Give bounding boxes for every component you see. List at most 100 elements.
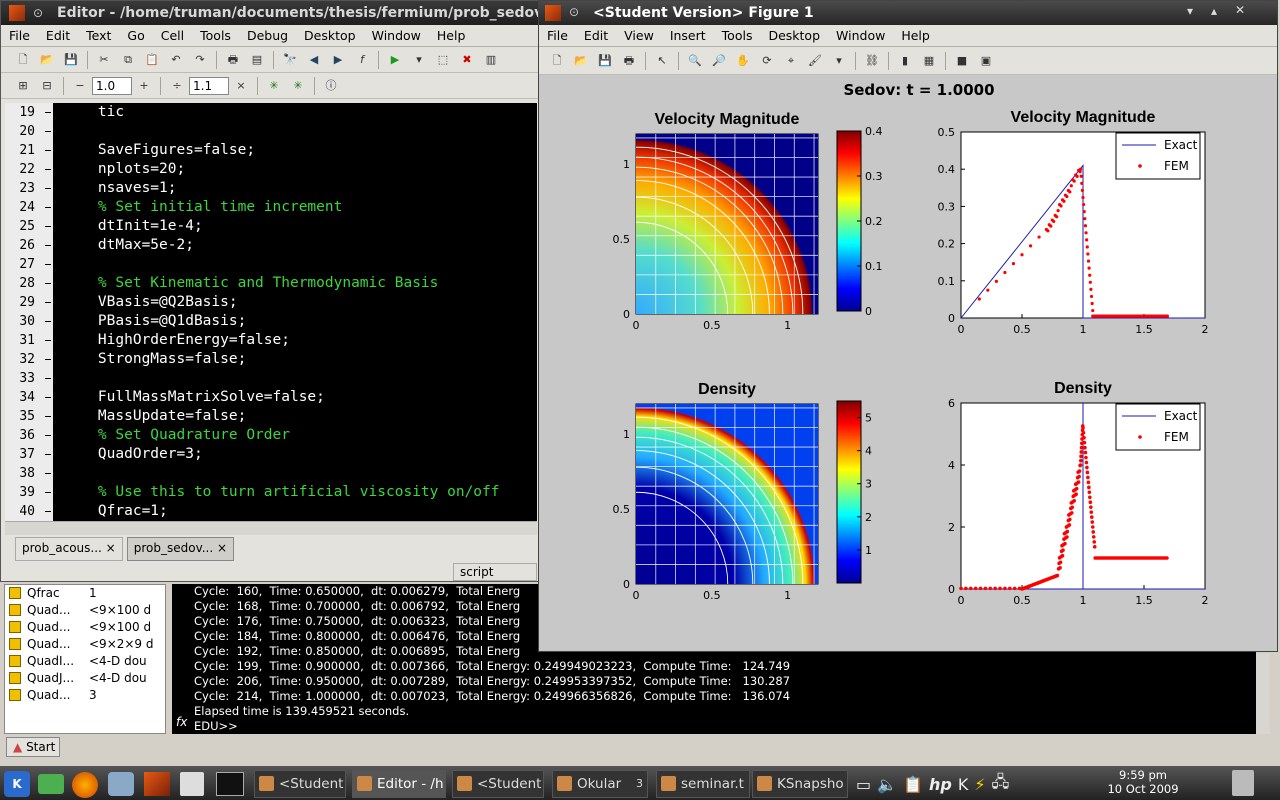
line-marker[interactable]: [45, 378, 51, 379]
save-icon[interactable]: 💾: [64, 52, 78, 66]
workspace-row[interactable]: Quad... <9×100 d: [5, 602, 165, 619]
legend[interactable]: Exact FEM: [1115, 403, 1201, 451]
mail-icon[interactable]: [108, 772, 134, 796]
editor-menu-window[interactable]: Window: [371, 28, 421, 43]
zoom-out-icon[interactable]: 🔎: [712, 53, 726, 67]
new-file-icon[interactable]: 🗋: [18, 52, 28, 66]
console-vscroll[interactable]: [1256, 654, 1270, 734]
line-marker[interactable]: [45, 245, 51, 246]
figure-menu-help[interactable]: Help: [901, 28, 930, 43]
figure-menu-edit[interactable]: Edit: [583, 28, 609, 43]
print-icon[interactable]: 🖶: [623, 53, 635, 67]
brush-icon[interactable]: 🖌: [808, 53, 822, 67]
kde-menu-icon[interactable]: K: [4, 771, 30, 797]
print-icon[interactable]: 🖶: [227, 52, 239, 66]
clipboard-icon[interactable]: 📋: [903, 774, 923, 794]
figure-menu-file[interactable]: File: [547, 28, 568, 43]
figure-titlebar[interactable]: <Student Version> Figure 1: [539, 1, 1277, 25]
power-icon[interactable]: ⚡: [974, 774, 986, 794]
clock[interactable]: 9:59 pm 10 Oct 2009: [1098, 768, 1188, 796]
taskbar-item[interactable]: Okular 3: [552, 770, 648, 798]
line-marker[interactable]: [45, 188, 51, 189]
firefox-icon[interactable]: [72, 772, 98, 798]
line-marker[interactable]: [45, 302, 51, 303]
editor-titlebar[interactable]: Editor - /home/truman/documents/thesis/f…: [1, 1, 539, 25]
taskbar-item[interactable]: <Student: [452, 770, 544, 798]
line-marker[interactable]: [45, 112, 51, 113]
line-marker[interactable]: [45, 359, 51, 360]
copy-icon[interactable]: ⧉: [124, 52, 132, 66]
figure-menu-tools[interactable]: Tools: [721, 28, 753, 43]
line-marker[interactable]: [45, 283, 51, 284]
matlab-launcher-icon[interactable]: [144, 772, 170, 796]
cut-icon[interactable]: ✂: [99, 52, 109, 66]
line-marker[interactable]: [45, 207, 51, 208]
rotate-icon[interactable]: ⟳: [762, 53, 772, 67]
editor-menu-desktop[interactable]: Desktop: [304, 28, 356, 43]
colorbar-icon[interactable]: ▮: [901, 53, 909, 67]
dock-icon[interactable]: ▣: [980, 53, 992, 67]
line-marker[interactable]: [45, 321, 51, 322]
line-marker[interactable]: [45, 131, 51, 132]
editor-menu-help[interactable]: Help: [436, 28, 466, 43]
close-icon[interactable]: ×: [217, 541, 228, 555]
plus-icon[interactable]: +: [139, 78, 149, 92]
line-marker[interactable]: [45, 264, 51, 265]
editor-launcher-icon[interactable]: [180, 772, 204, 796]
taskbar-item[interactable]: <Student: [254, 770, 346, 798]
hide-tools-icon[interactable]: ■: [956, 53, 968, 67]
tab-prob-sedov[interactable]: prob_sedov... ×: [126, 537, 235, 561]
workspace-row[interactable]: QuadJ... <4-D dou: [5, 670, 165, 687]
editor-menu-edit[interactable]: Edit: [45, 28, 71, 43]
stack-icon[interactable]: ▥: [485, 52, 497, 66]
divide-icon[interactable]: ÷: [172, 78, 182, 92]
editor-menu-tools[interactable]: Tools: [200, 28, 231, 43]
workspace-row[interactable]: Qfrac 1: [5, 585, 165, 602]
volume-icon[interactable]: 🔈: [877, 774, 898, 794]
editor-menu-file[interactable]: File: [9, 28, 30, 43]
find-icon[interactable]: 🔭: [283, 52, 297, 66]
close-icon[interactable]: ×: [105, 541, 116, 555]
cell-increment-input[interactable]: [92, 76, 132, 95]
line-marker[interactable]: [45, 150, 51, 151]
editor-menu-text[interactable]: Text: [86, 28, 112, 43]
pointer-icon[interactable]: ↖: [657, 53, 667, 67]
workspace-row[interactable]: Quad... <9×100 d: [5, 619, 165, 636]
start-button[interactable]: ▲ Start: [6, 737, 60, 757]
taskbar-item[interactable]: Editor - /h: [352, 770, 446, 798]
figure-menu-view[interactable]: View: [624, 28, 654, 43]
cell-mode2-icon[interactable]: ✳: [293, 78, 303, 92]
editor-menu-go[interactable]: Go: [127, 28, 145, 43]
dropdown-icon[interactable]: ▾: [836, 53, 842, 67]
cell-mode-icon[interactable]: ✳: [269, 78, 279, 92]
line-marker[interactable]: [45, 340, 51, 341]
line-marker[interactable]: [45, 435, 51, 436]
fx-icon[interactable]: fx: [176, 715, 188, 729]
forward-icon[interactable]: ▶: [333, 52, 343, 66]
command-prompt[interactable]: EDU>>: [194, 719, 238, 733]
datacursor-icon[interactable]: ⌖: [787, 53, 795, 67]
line-marker[interactable]: [45, 454, 51, 455]
hp-icon[interactable]: hp: [928, 774, 952, 794]
pan-icon[interactable]: ✋: [736, 53, 750, 67]
trash-icon[interactable]: [1232, 770, 1254, 796]
cell-factor-input[interactable]: [189, 76, 229, 95]
line-marker[interactable]: [45, 492, 51, 493]
tab-prob-acous[interactable]: prob_acous... ×: [15, 537, 123, 561]
maximize-icon[interactable]: ▴: [1211, 4, 1218, 18]
line-marker[interactable]: [45, 473, 51, 474]
menu-icon[interactable]: ⊙: [33, 6, 44, 20]
step-icon[interactable]: ⬚: [437, 52, 449, 66]
line-marker[interactable]: [45, 397, 51, 398]
run-icon[interactable]: ▶: [390, 52, 400, 66]
line-marker[interactable]: [45, 416, 51, 417]
legend-icon[interactable]: ▦: [923, 53, 935, 67]
network-icon[interactable]: 🖧: [991, 771, 1010, 791]
figure-menu-insert[interactable]: Insert: [669, 28, 706, 43]
terminal-icon[interactable]: [216, 772, 244, 796]
close-window-icon[interactable]: ✕: [1235, 3, 1246, 17]
editor-menu-debug[interactable]: Debug: [246, 28, 289, 43]
info-icon[interactable]: ⓘ: [325, 78, 337, 92]
line-marker[interactable]: [45, 169, 51, 170]
undo-icon[interactable]: ↶: [171, 52, 181, 66]
